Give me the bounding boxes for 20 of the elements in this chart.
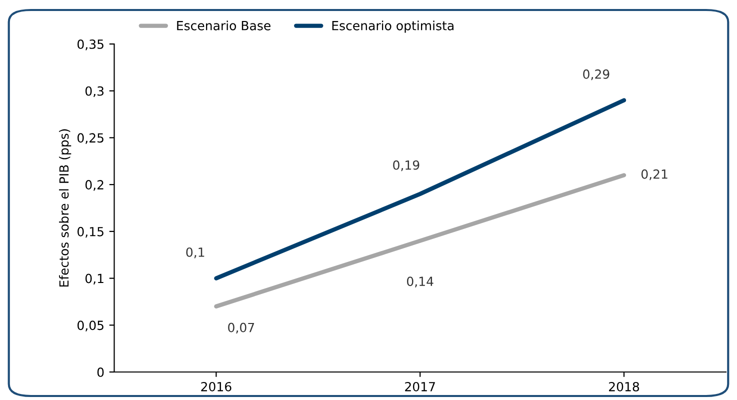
y-tick-label: 0,35 — [78, 39, 104, 50]
y-tick-label: 0,3 — [85, 86, 104, 98]
legend-label: Escenario optimista — [332, 20, 454, 33]
y-tick-label: 0,25 — [78, 133, 104, 144]
y-tick-label: 0 — [97, 367, 104, 377]
y-tick-label: 0,1 — [85, 274, 104, 284]
x-tick-label: 2016 — [201, 382, 232, 392]
data-label: 0,19 — [393, 160, 420, 172]
legend-label: Escenario Base — [177, 20, 270, 30]
data-label: 0,1 — [186, 247, 204, 258]
y-tick-label: 0,05 — [78, 320, 104, 332]
data-label: 0,14 — [407, 276, 434, 288]
y-tick-label: 0,15 — [78, 226, 104, 238]
data-label: 0,21 — [641, 169, 668, 180]
x-tick-label: 2018 — [609, 382, 640, 392]
data-label: 0,07 — [228, 322, 254, 334]
data-label: 0,29 — [583, 69, 610, 80]
y-tick-label: 0,2 — [85, 180, 104, 191]
y-axis-title: Efectos sobre el PIB (pps) — [59, 129, 72, 287]
x-tick-label: 2017 — [405, 382, 435, 392]
